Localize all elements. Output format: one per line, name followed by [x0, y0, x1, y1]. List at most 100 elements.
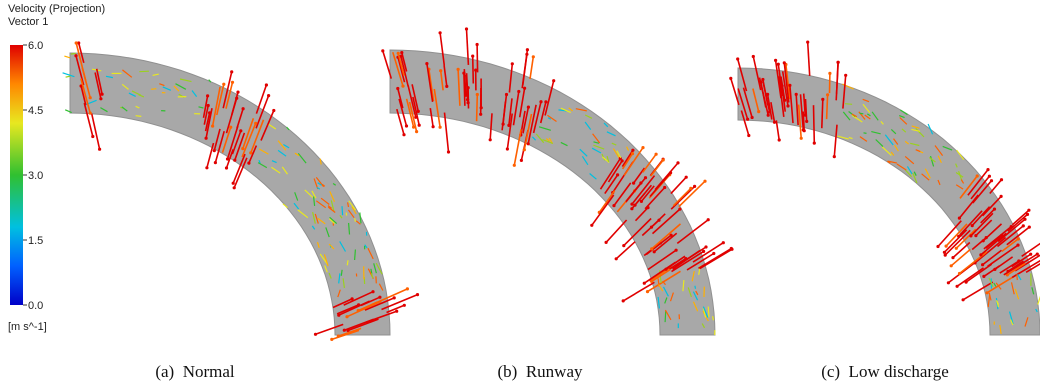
velocity-vector: [665, 311, 666, 322]
vector-head: [773, 121, 776, 124]
vector-head: [693, 185, 696, 188]
vector-head: [205, 137, 208, 140]
vector-head: [213, 149, 216, 152]
vector-head: [272, 109, 275, 112]
velocity-vector: [606, 220, 627, 242]
vector-head: [979, 253, 982, 256]
vector-head: [416, 293, 419, 296]
vector-head: [644, 176, 647, 179]
vector-head: [532, 55, 535, 58]
vector-head: [783, 61, 786, 64]
vector-head: [662, 158, 665, 161]
vector-head: [395, 310, 398, 313]
velocity-vector: [957, 268, 983, 286]
vector-head: [343, 329, 346, 332]
vector-head: [406, 287, 409, 290]
velocity-vector: [814, 105, 815, 143]
vector-head: [226, 157, 229, 160]
vector-head: [786, 104, 789, 107]
vector-head: [447, 150, 450, 153]
vector-head: [525, 53, 528, 56]
velocity-vector: [477, 45, 478, 73]
velocity-vector: [342, 206, 343, 215]
velocity-vector: [473, 56, 474, 83]
vector-head: [397, 52, 400, 55]
velocity-vector: [671, 177, 686, 193]
vector-head: [396, 87, 399, 90]
vector-head: [249, 151, 252, 154]
vector-head: [730, 247, 733, 250]
vector-head: [1022, 224, 1025, 227]
vector-head: [646, 290, 649, 293]
vector-head: [993, 268, 996, 271]
vector-head: [655, 153, 658, 156]
vector-head: [1036, 253, 1039, 256]
vector-head: [988, 175, 991, 178]
velocity-vector: [71, 53, 76, 54]
vector-head: [231, 81, 234, 84]
vector-head: [330, 338, 333, 341]
colorbar-subtitle: Vector 1: [8, 16, 48, 28]
vector-head: [1016, 244, 1019, 247]
vector-head: [640, 200, 643, 203]
vector-head: [641, 146, 644, 149]
velocity-vector: [592, 195, 614, 225]
vector-head: [417, 110, 420, 113]
vector-head: [412, 126, 415, 129]
colorbar-tick-label: 4.5: [28, 105, 43, 117]
vector-head: [982, 239, 985, 242]
vector-head: [965, 281, 968, 284]
vector-head: [439, 69, 442, 72]
vector-head: [962, 298, 965, 301]
vector-head: [676, 161, 679, 164]
vector-head: [505, 93, 508, 96]
vector-head: [229, 126, 232, 129]
vector-head: [239, 129, 242, 132]
vector-head: [211, 125, 214, 128]
vector-head: [351, 297, 354, 300]
vector-head: [1000, 195, 1003, 198]
vector-head: [630, 207, 633, 210]
vector-head: [242, 107, 245, 110]
vector-head: [439, 126, 442, 129]
vector-head: [828, 72, 831, 75]
vector-head: [99, 97, 102, 100]
velocity-vector: [860, 113, 864, 114]
velocity-vector: [139, 71, 149, 72]
vector-head: [951, 256, 954, 259]
vector-head: [685, 176, 688, 179]
vector-head: [722, 241, 725, 244]
vector-head: [230, 70, 233, 73]
velocity-vector: [136, 116, 142, 117]
velocity-vector: [845, 104, 852, 105]
vector-head: [800, 137, 803, 140]
vector-head: [371, 290, 374, 293]
velocity-vector: [530, 57, 533, 79]
vector-head: [761, 78, 764, 81]
vector-head: [805, 120, 808, 123]
vector-head: [425, 62, 428, 65]
velocity-vector: [713, 316, 714, 320]
vector-head: [539, 100, 542, 103]
vector-head: [974, 234, 977, 237]
vector-head: [759, 80, 762, 83]
velocity-vector: [355, 250, 356, 261]
vector-head: [768, 110, 771, 113]
vector-head: [222, 83, 225, 86]
vector-head: [590, 224, 593, 227]
velocity-vector: [347, 260, 348, 265]
vector-head: [506, 147, 509, 150]
vector-head: [675, 249, 678, 252]
velocity-vector: [92, 114, 100, 150]
vector-head: [632, 182, 635, 185]
velocity-vector: [864, 133, 867, 134]
vector-head: [833, 155, 836, 158]
vector-head: [265, 83, 268, 86]
velocity-vector: [679, 181, 705, 207]
velocity-vector: [803, 112, 804, 131]
vector-head: [821, 98, 824, 101]
vector-head: [944, 254, 947, 257]
vector-head: [704, 245, 707, 248]
vector-head: [233, 159, 236, 162]
vector-head: [214, 161, 217, 164]
